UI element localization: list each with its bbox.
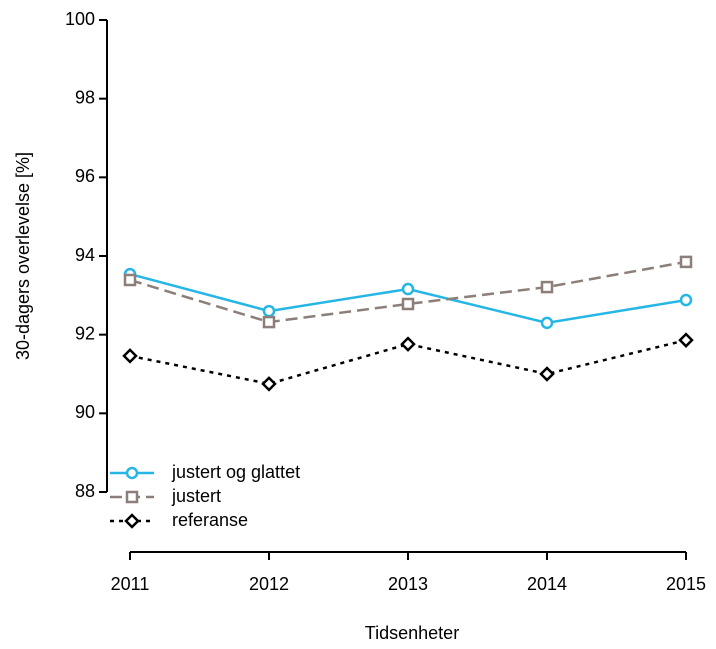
y-tick-label: 100 <box>65 9 95 29</box>
marker <box>540 316 554 330</box>
marker <box>125 490 139 504</box>
x-tick-label: 2014 <box>527 574 567 594</box>
x-tick-label: 2011 <box>111 574 150 594</box>
marker <box>123 273 137 287</box>
x-tick-label: 2012 <box>249 574 289 594</box>
marker <box>678 332 694 348</box>
marker <box>261 376 277 392</box>
data-line <box>129 260 687 324</box>
y-tick-label: 90 <box>75 402 95 422</box>
y-tick-label: 92 <box>75 323 95 343</box>
y-tick-label: 96 <box>75 166 95 186</box>
marker <box>125 466 139 480</box>
legend-label: justert <box>171 486 221 506</box>
y-tick-label: 88 <box>75 481 95 501</box>
marker <box>540 280 554 294</box>
x-tick-label: 2013 <box>388 574 428 594</box>
y-tick-label: 98 <box>75 87 95 107</box>
y-tick-label: 94 <box>75 245 95 265</box>
marker <box>262 304 276 318</box>
marker <box>122 348 138 364</box>
marker <box>400 336 416 352</box>
marker <box>401 282 415 296</box>
legend-label: referanse <box>172 510 248 530</box>
marker <box>679 255 693 269</box>
marker <box>262 315 276 329</box>
x-tick-label: 2015 <box>666 574 706 594</box>
marker <box>401 297 415 311</box>
marker <box>539 366 555 382</box>
legend-label: justert og glattet <box>171 462 300 482</box>
marker <box>124 513 140 529</box>
marker <box>679 293 693 307</box>
x-axis-label: Tidsenheter <box>365 623 459 643</box>
y-axis-label: 30-dagers overlevelse [%] <box>13 152 33 360</box>
